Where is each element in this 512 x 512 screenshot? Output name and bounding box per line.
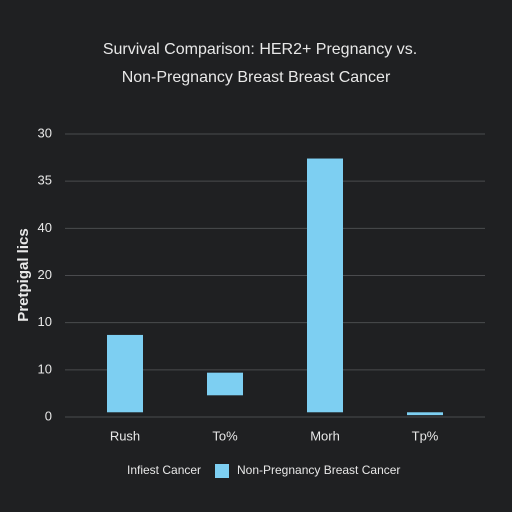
bar [107,334,143,413]
bar [407,412,443,416]
y-tick-label: 10 [38,314,52,329]
y-tick-label: 10 [38,361,52,376]
chart-title: Non-Pregnancy Breast Breast Cancer [122,69,391,86]
x-tick-label: Morh [310,428,340,443]
legend-note: Infiest Cancer [127,463,201,477]
y-tick-label: 0 [45,408,52,423]
y-axis-label: Pretpigal lics [15,228,32,321]
x-tick-label: Rush [110,428,140,443]
x-tick-label: To% [212,428,238,443]
legend-swatch [215,464,229,478]
y-tick-label: 40 [38,220,52,235]
x-tick-label: Tp% [412,428,439,443]
legend-label: Non-Pregnancy Breast Cancer [237,463,400,477]
bar [207,372,243,396]
y-tick-label: 20 [38,267,52,282]
y-tick-label: 30 [38,125,52,140]
y-tick-label: 35 [38,173,52,188]
bar [307,158,343,413]
chart-title: Survival Comparison: HER2+ Pregnancy vs. [103,41,417,58]
